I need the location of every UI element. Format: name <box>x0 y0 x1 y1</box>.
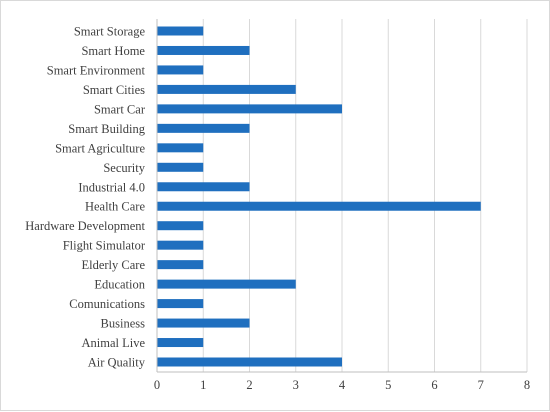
category-label: Industrial 4.0 <box>78 180 145 194</box>
category-label: Smart Cities <box>83 83 145 97</box>
x-tick-label: 1 <box>200 378 206 392</box>
bar-industrial-4-0 <box>157 182 250 192</box>
bar-hardware-development <box>157 221 204 231</box>
x-tick-label: 5 <box>385 378 391 392</box>
x-tick-label: 7 <box>478 378 484 392</box>
category-label: Flight Simulator <box>63 239 146 253</box>
grid-lines <box>202 19 528 372</box>
category-label: Hardware Development <box>25 219 145 233</box>
category-label: Animal Live <box>81 336 145 350</box>
category-label: Security <box>103 161 145 175</box>
bar-health-care <box>157 201 481 211</box>
bar-smart-agriculture <box>157 143 204 153</box>
bar-elderly-care <box>157 260 204 270</box>
x-tick-label: 8 <box>524 378 530 392</box>
bar-smart-building <box>157 123 250 133</box>
category-label: Business <box>101 317 146 331</box>
bars <box>157 26 481 367</box>
bar-smart-home <box>157 45 250 55</box>
category-label: Smart Agriculture <box>55 141 145 155</box>
category-labels: Smart Storage Smart Home Smart Environment… <box>25 25 146 370</box>
bar-smart-car <box>157 104 342 114</box>
category-label: Health Care <box>85 200 145 214</box>
x-tick-label: 4 <box>339 378 346 392</box>
bar-smart-cities <box>157 84 296 94</box>
category-label: Elderly Care <box>81 258 145 272</box>
bar-smart-storage <box>157 26 204 36</box>
category-label: Smart Building <box>68 122 145 136</box>
bar-flight-simulator <box>157 240 204 250</box>
bar-security <box>157 162 204 172</box>
category-label: Comunications <box>69 297 145 311</box>
bar-air-quality <box>157 357 342 367</box>
category-label: Smart Environment <box>47 63 146 77</box>
category-label: Education <box>94 278 145 292</box>
bar-business <box>157 318 250 328</box>
bar-smart-environment <box>157 65 204 75</box>
axes <box>156 19 527 373</box>
category-label: Smart Car <box>94 102 146 116</box>
bar-education <box>157 279 296 289</box>
category-label: Smart Storage <box>74 25 146 39</box>
x-tick-label: 2 <box>246 378 252 392</box>
x-tick-label: 6 <box>431 378 437 392</box>
x-tick-label: 0 <box>154 378 160 392</box>
bar-comunications <box>157 299 204 309</box>
category-label: Air Quality <box>88 356 146 370</box>
bar-animal-live <box>157 338 204 348</box>
tick-labels: 0 1 2 3 4 5 6 7 8 <box>154 378 530 392</box>
x-tick-label: 3 <box>293 378 299 392</box>
category-label: Smart Home <box>81 44 145 58</box>
